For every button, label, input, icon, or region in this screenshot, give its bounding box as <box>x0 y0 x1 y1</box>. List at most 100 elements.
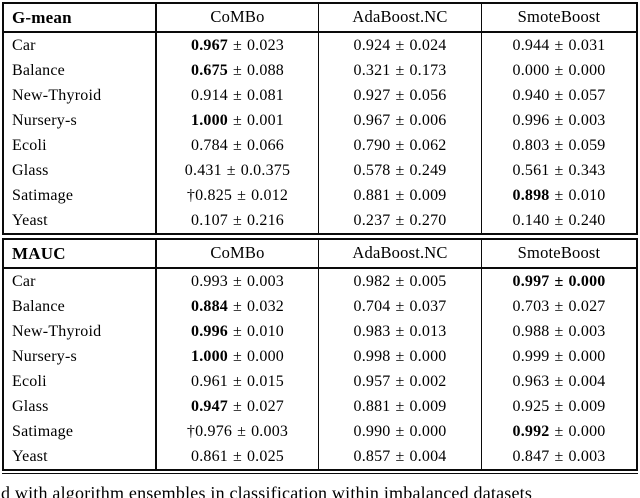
result-cell: 0.881 ±0.009 <box>318 394 481 419</box>
std-value: 0.004 <box>568 372 606 390</box>
result-cell: 0.940 ±0.057 <box>481 83 636 108</box>
dataset-label: Nursery-s <box>12 347 77 365</box>
plus-minus-sign: ± <box>395 347 405 365</box>
plus-minus-sign: ± <box>395 36 405 54</box>
result-cell: † 0.976 ±0.003 <box>155 419 318 444</box>
mean-value: 0.999 <box>512 347 550 365</box>
mean-value: 0.961 <box>191 372 228 390</box>
mean-value: 0.237 <box>353 211 391 229</box>
result-cell: 0.927 ±0.056 <box>318 83 481 108</box>
result-cell: 0.790 ±0.062 <box>318 133 481 158</box>
dataset-label: Glass <box>12 161 49 179</box>
table-row: Nursery-s 1.000 ±0.000 0.998 ±0.000 0.999 ±0.0… <box>4 344 636 369</box>
std-value: 0.005 <box>409 272 447 290</box>
plus-minus-sign: ± <box>395 211 405 229</box>
result-cell: 1.000 ±0.000 <box>155 344 318 369</box>
mean-value: 0.847 <box>512 447 550 465</box>
std-value: 0.000 <box>409 422 447 440</box>
std-value: 0.032 <box>246 297 284 315</box>
plus-minus-sign: ± <box>395 111 405 129</box>
mean-value: 0.944 <box>512 36 550 54</box>
result-cell: 0.321 ±0.173 <box>318 58 481 83</box>
std-value: 0.002 <box>409 372 447 390</box>
std-value: 0.024 <box>409 36 447 54</box>
header-row: MAUC CoMBo AdaBoost.NC SmoteBoost <box>4 240 636 269</box>
std-value: 0.003 <box>568 111 606 129</box>
result-cell: 0.000 ±0.000 <box>481 58 636 83</box>
plus-minus-sign: ± <box>395 272 405 290</box>
mean-value: 0.940 <box>512 86 550 104</box>
table-row: Yeast 0.861 ±0.025 0.857 ±0.004 0.847 ±0.003 <box>4 444 636 469</box>
std-value: 0.081 <box>246 86 284 104</box>
result-cell: 0.983 ±0.013 <box>318 319 481 344</box>
result-cell: 0.884 ±0.032 <box>155 294 318 319</box>
table-row: Balance 0.675 ±0.088 0.321 ±0.173 0.000 ±0.000 <box>4 58 636 83</box>
result-cell: 0.988 ±0.003 <box>481 319 636 344</box>
plus-minus-sign: ± <box>554 272 564 290</box>
mean-value: 0.321 <box>353 61 391 79</box>
table-row: New-Thyroid 0.996 ±0.010 0.983 ±0.013 0.988 ±0… <box>4 319 636 344</box>
mean-value: 0.881 <box>353 186 391 204</box>
std-value: 0.013 <box>409 322 447 340</box>
mean-value: 0.963 <box>512 372 550 390</box>
plus-minus-sign: ± <box>395 447 405 465</box>
table-row: Car 0.967 ±0.023 0.924 ±0.024 0.944 ±0.031 <box>4 33 636 58</box>
column-header-smoteboost: SmoteBoost <box>481 240 636 267</box>
std-value: 0.000 <box>409 347 447 365</box>
result-cell: 0.847 ±0.003 <box>481 444 636 469</box>
column-header-adaboost-nc: AdaBoost.NC <box>318 4 481 31</box>
dataset-label: Balance <box>12 297 65 315</box>
mean-value: 0.578 <box>353 161 391 179</box>
table-bottom-rule <box>2 473 638 474</box>
mean-value: 0.561 <box>512 161 550 179</box>
plus-minus-sign: ± <box>395 161 405 179</box>
plus-minus-sign: ± <box>237 422 247 440</box>
mean-value: 0.675 <box>191 61 228 79</box>
std-value: 0.003 <box>568 322 606 340</box>
std-value: 0.003 <box>246 272 284 290</box>
mean-value: 0.703 <box>512 297 550 315</box>
table-row: Satimage † 0.976 ±0.003 0.990 ±0.000 0.992 ±0.0… <box>4 419 636 444</box>
plus-minus-sign: ± <box>395 397 405 415</box>
mean-value: 0.924 <box>353 36 391 54</box>
std-value: 0.012 <box>251 186 289 204</box>
result-cell: 0.967 ±0.023 <box>155 33 318 58</box>
std-value: 0.003 <box>568 447 606 465</box>
table-row: Satimage † 0.825 ±0.012 0.881 ±0.009 0.898 ±0.0… <box>4 183 636 208</box>
plus-minus-sign: ± <box>233 36 242 54</box>
table-row: Car 0.993 ±0.003 0.982 ±0.005 0.997 ±0.000 <box>4 269 636 294</box>
plus-minus-sign: ± <box>233 347 242 365</box>
std-value: 0.216 <box>246 211 284 229</box>
dataset-label: New-Thyroid <box>12 322 102 340</box>
table-row: Glass 0.431 ±0.0.375 0.578 ±0.249 0.561 ±0.343 <box>4 158 636 183</box>
result-cell: 0.237 ±0.270 <box>318 208 481 233</box>
dagger-mark: † <box>186 422 196 440</box>
table-row: Nursery-s 1.000 ±0.001 0.967 ±0.006 0.996 ±0.0… <box>4 108 636 133</box>
plus-minus-sign: ± <box>554 86 564 104</box>
mean-value: 0.881 <box>353 397 391 415</box>
plus-minus-sign: ± <box>395 372 405 390</box>
mean-value: 0.784 <box>191 136 228 154</box>
mean-value: 0.990 <box>353 422 391 440</box>
std-value: 0.062 <box>409 136 447 154</box>
result-cell: 0.992 ±0.000 <box>481 419 636 444</box>
dataset-label: Car <box>12 272 36 290</box>
plus-minus-sign: ± <box>233 111 242 129</box>
mean-value: 0.790 <box>353 136 391 154</box>
result-cell: 0.784 ±0.066 <box>155 133 318 158</box>
std-value: 0.240 <box>568 211 606 229</box>
std-value: 0.003 <box>251 422 289 440</box>
result-cell: 0.881 ±0.009 <box>318 183 481 208</box>
plus-minus-sign: ± <box>395 322 405 340</box>
std-value: 0.270 <box>409 211 447 229</box>
plus-minus-sign: ± <box>554 36 564 54</box>
column-header-combo: CoMBo <box>155 240 318 267</box>
result-cell: 0.963 ±0.004 <box>481 369 636 394</box>
mean-value: 1.000 <box>191 347 228 365</box>
mean-value: 0.914 <box>191 86 228 104</box>
mean-value: 0.982 <box>353 272 391 290</box>
table-row: New-Thyroid 0.914 ±0.081 0.927 ±0.056 0.940 ±0… <box>4 83 636 108</box>
result-cell: 0.431 ±0.0.375 <box>155 158 318 183</box>
result-cell: 0.107 ±0.216 <box>155 208 318 233</box>
plus-minus-sign: ± <box>395 297 405 315</box>
